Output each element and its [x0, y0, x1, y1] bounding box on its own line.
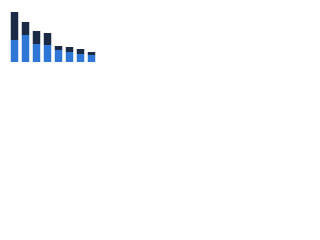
bar-segment [32, 44, 41, 62]
bar-segment [76, 54, 85, 62]
bar-segment [32, 31, 41, 44]
bar-segment [76, 49, 85, 54]
bar-segment [10, 40, 19, 62]
bar-segment [65, 52, 74, 62]
bar-segment [54, 46, 63, 50]
chart [10, 12, 96, 62]
bar-segment [54, 50, 63, 62]
bar-segment [10, 12, 19, 40]
bar-segment [87, 55, 96, 62]
bar-segment [43, 33, 52, 45]
bar-segment [43, 45, 52, 62]
bar-segment [21, 35, 30, 62]
bar-segment [87, 52, 96, 55]
bar-segment [65, 47, 74, 52]
bar-segment [21, 22, 30, 35]
